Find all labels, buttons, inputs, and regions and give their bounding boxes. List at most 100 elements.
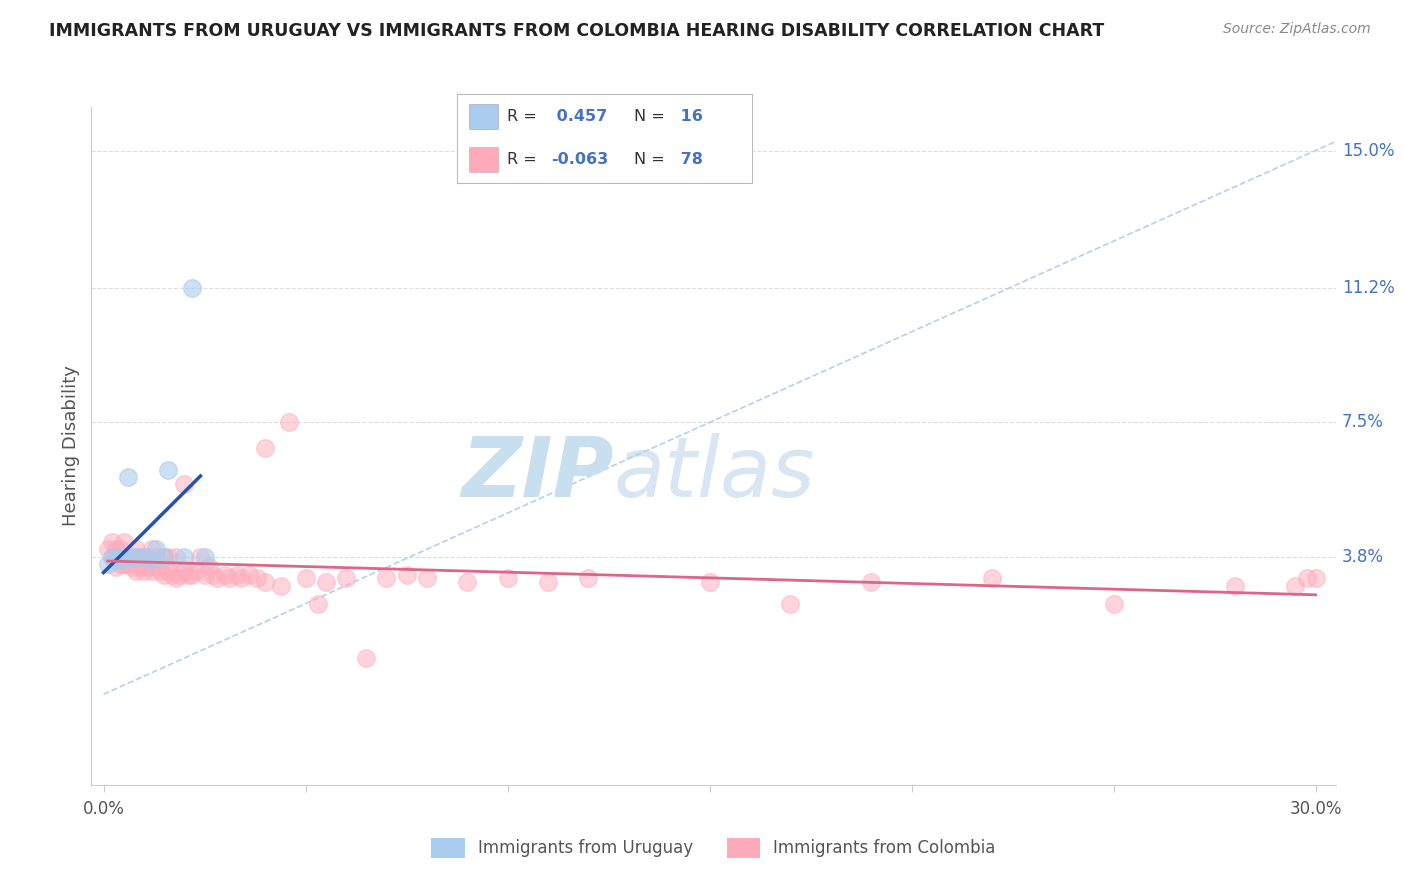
Text: ZIP: ZIP: [461, 433, 614, 514]
Point: [96, 542, 118, 557]
Point: [537, 574, 560, 589]
Point: [375, 571, 398, 585]
Point: [169, 567, 191, 582]
Point: [112, 535, 135, 549]
Point: [149, 564, 172, 578]
Point: [153, 567, 176, 582]
Point: [278, 416, 301, 430]
Point: [181, 281, 204, 295]
Point: [121, 549, 143, 564]
Point: [157, 549, 180, 564]
Text: 7.5%: 7.5%: [1341, 413, 1384, 432]
Point: [193, 567, 215, 582]
Point: [121, 549, 143, 564]
Point: [141, 553, 163, 567]
Point: [132, 564, 155, 578]
Point: [214, 567, 236, 582]
Point: [254, 441, 277, 455]
Point: [197, 560, 219, 574]
Point: [860, 574, 883, 589]
Point: [1284, 578, 1306, 592]
Point: [100, 549, 122, 564]
Point: [193, 549, 215, 564]
Point: [201, 567, 224, 582]
Text: IMMIGRANTS FROM URUGUAY VS IMMIGRANTS FROM COLOMBIA HEARING DISABILITY CORRELATI: IMMIGRANTS FROM URUGUAY VS IMMIGRANTS FR…: [49, 22, 1105, 40]
Point: [165, 571, 187, 585]
Text: Source: ZipAtlas.com: Source: ZipAtlas.com: [1223, 22, 1371, 37]
Point: [173, 549, 195, 564]
Text: 3.8%: 3.8%: [1341, 548, 1384, 566]
Point: [395, 567, 418, 582]
Point: [125, 549, 148, 564]
Point: [307, 597, 329, 611]
Point: [100, 535, 122, 549]
Point: [270, 578, 292, 592]
Point: [254, 574, 277, 589]
Point: [165, 549, 187, 564]
Point: [496, 571, 519, 585]
Point: [157, 462, 180, 476]
Point: [128, 560, 150, 574]
Point: [136, 560, 159, 574]
Point: [456, 574, 478, 589]
Text: N =: N =: [634, 153, 665, 167]
Point: [1223, 578, 1246, 592]
Point: [415, 571, 437, 585]
Point: [104, 560, 127, 574]
Point: [117, 557, 139, 571]
Point: [190, 549, 212, 564]
Bar: [468, 104, 498, 129]
Point: [108, 549, 131, 564]
Point: [104, 553, 127, 567]
Point: [177, 567, 200, 582]
Text: 16: 16: [675, 110, 703, 124]
Legend: Immigrants from Uruguay, Immigrants from Colombia: Immigrants from Uruguay, Immigrants from…: [425, 831, 1002, 864]
Point: [121, 560, 143, 574]
Point: [112, 557, 135, 571]
Point: [157, 564, 180, 578]
Point: [100, 549, 122, 564]
Point: [132, 549, 155, 564]
Point: [141, 564, 163, 578]
Text: -0.063: -0.063: [551, 153, 609, 167]
Text: 15.0%: 15.0%: [1341, 142, 1395, 160]
Point: [181, 567, 204, 582]
Text: 0.457: 0.457: [551, 110, 607, 124]
Point: [112, 549, 135, 564]
Point: [699, 574, 721, 589]
Point: [104, 542, 127, 557]
Point: [136, 549, 159, 564]
Point: [132, 549, 155, 564]
Point: [335, 571, 357, 585]
Point: [153, 549, 176, 564]
Point: [576, 571, 599, 585]
Point: [1296, 571, 1319, 585]
Point: [218, 571, 240, 585]
Point: [104, 549, 127, 564]
Point: [117, 549, 139, 564]
Text: N =: N =: [634, 110, 665, 124]
Point: [160, 567, 183, 582]
Point: [238, 567, 260, 582]
Point: [779, 597, 801, 611]
Bar: [468, 147, 498, 172]
Point: [117, 470, 139, 484]
Text: atlas: atlas: [614, 433, 815, 514]
Point: [153, 549, 176, 564]
Point: [108, 542, 131, 557]
Point: [315, 574, 337, 589]
Point: [173, 564, 195, 578]
Point: [145, 542, 167, 557]
Text: 11.2%: 11.2%: [1341, 279, 1395, 297]
Point: [981, 571, 1004, 585]
Point: [108, 557, 131, 571]
Point: [294, 571, 316, 585]
Y-axis label: Hearing Disability: Hearing Disability: [62, 366, 80, 526]
Text: R =: R =: [508, 153, 537, 167]
Point: [96, 557, 118, 571]
Point: [125, 564, 148, 578]
Point: [128, 549, 150, 564]
Text: R =: R =: [508, 110, 537, 124]
Point: [205, 571, 228, 585]
Point: [354, 651, 377, 665]
